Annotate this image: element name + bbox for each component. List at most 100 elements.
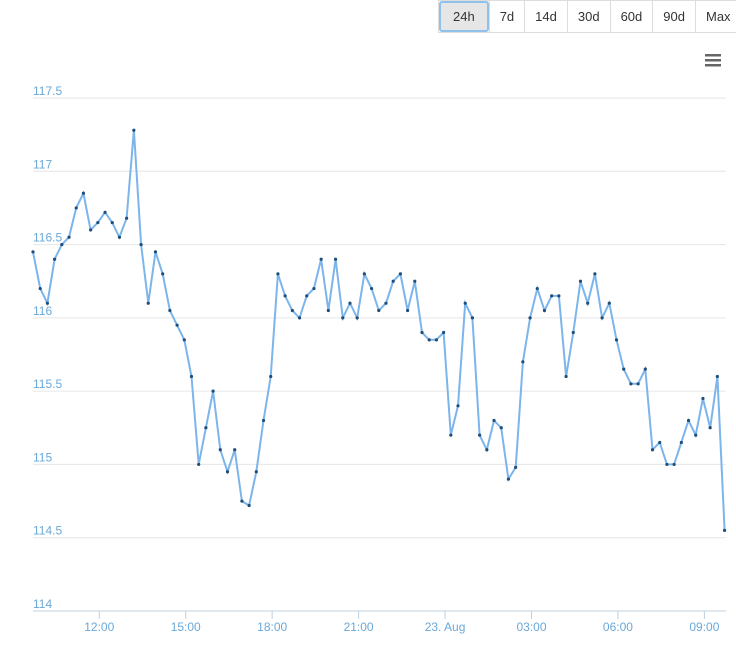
range-button[interactable]: 60d (609, 1, 653, 32)
point (643, 367, 647, 371)
point (341, 316, 345, 320)
point (319, 257, 323, 261)
x-tick-label: 23. Aug (425, 620, 466, 634)
point (189, 374, 194, 379)
point (658, 440, 662, 445)
point (550, 294, 554, 298)
point (348, 301, 352, 305)
point (413, 279, 417, 283)
range-button[interactable]: 14d (524, 1, 567, 32)
point (722, 528, 727, 532)
menu-bar (705, 59, 721, 62)
point (261, 418, 266, 423)
point (254, 470, 258, 474)
point (600, 316, 604, 320)
point (449, 433, 453, 437)
y-tick-label: 116 (33, 304, 52, 318)
y-tick-label: 115 (33, 450, 52, 464)
point (225, 470, 230, 474)
point (362, 272, 366, 276)
range-button[interactable]: 90d (652, 1, 695, 32)
point (240, 499, 244, 503)
range-button[interactable]: Max (694, 1, 736, 32)
point (276, 272, 280, 276)
point (53, 257, 57, 261)
point (103, 210, 107, 214)
point (168, 308, 172, 313)
point (665, 462, 669, 467)
point (622, 367, 626, 371)
point (478, 433, 482, 437)
point (578, 279, 583, 283)
point (60, 242, 64, 247)
point (506, 477, 511, 481)
point (557, 294, 561, 298)
point (593, 272, 597, 276)
point (463, 301, 467, 305)
point (290, 308, 294, 313)
point (67, 235, 71, 239)
point (247, 503, 251, 508)
point (694, 433, 698, 437)
point (679, 440, 683, 445)
line (32, 130, 726, 531)
point (398, 272, 402, 276)
point (38, 286, 42, 291)
x-tick-label: 12:00 (84, 620, 114, 634)
point (470, 316, 475, 320)
point (161, 272, 165, 276)
point (427, 338, 431, 342)
point (629, 382, 633, 386)
menu-bar (705, 54, 721, 57)
point (369, 286, 374, 291)
range-button[interactable]: 24h (439, 1, 489, 32)
point (110, 220, 114, 225)
y-tick-label: 116.5 (33, 231, 62, 245)
x-tick-label: 06:00 (603, 620, 633, 634)
point (636, 382, 640, 386)
point (499, 426, 503, 430)
point (312, 286, 316, 291)
x-tick-label: 03:00 (516, 620, 546, 634)
x-tick-label: 15:00 (171, 620, 201, 634)
point (715, 374, 719, 379)
point (74, 206, 78, 210)
point (456, 404, 460, 408)
point (686, 418, 691, 423)
point (269, 374, 273, 379)
x-tick-label: 09:00 (689, 620, 719, 634)
point (420, 330, 424, 335)
point (305, 294, 309, 298)
point (96, 220, 100, 225)
point (701, 396, 705, 401)
point (146, 301, 150, 305)
point (132, 128, 136, 132)
point (607, 301, 611, 305)
point (89, 228, 93, 232)
point (283, 294, 287, 298)
point (377, 308, 381, 313)
range-button[interactable]: 7d (488, 1, 525, 32)
point (175, 323, 179, 327)
y-tick-label: 114.5 (33, 524, 62, 538)
point (117, 235, 122, 239)
point (528, 316, 532, 320)
point (153, 250, 158, 254)
point (442, 330, 446, 335)
point (355, 316, 359, 320)
point (492, 418, 496, 423)
range-button[interactable]: 30d (566, 1, 610, 32)
point (708, 426, 712, 430)
y-tick-label: 117 (33, 157, 52, 171)
point (326, 308, 330, 313)
point (297, 316, 302, 320)
menu-icon[interactable] (705, 54, 721, 67)
point (485, 448, 489, 452)
point (45, 301, 50, 305)
menu-bar (705, 64, 721, 67)
x-tick-label: 18:00 (257, 620, 287, 634)
point (571, 330, 575, 335)
point (384, 301, 388, 305)
